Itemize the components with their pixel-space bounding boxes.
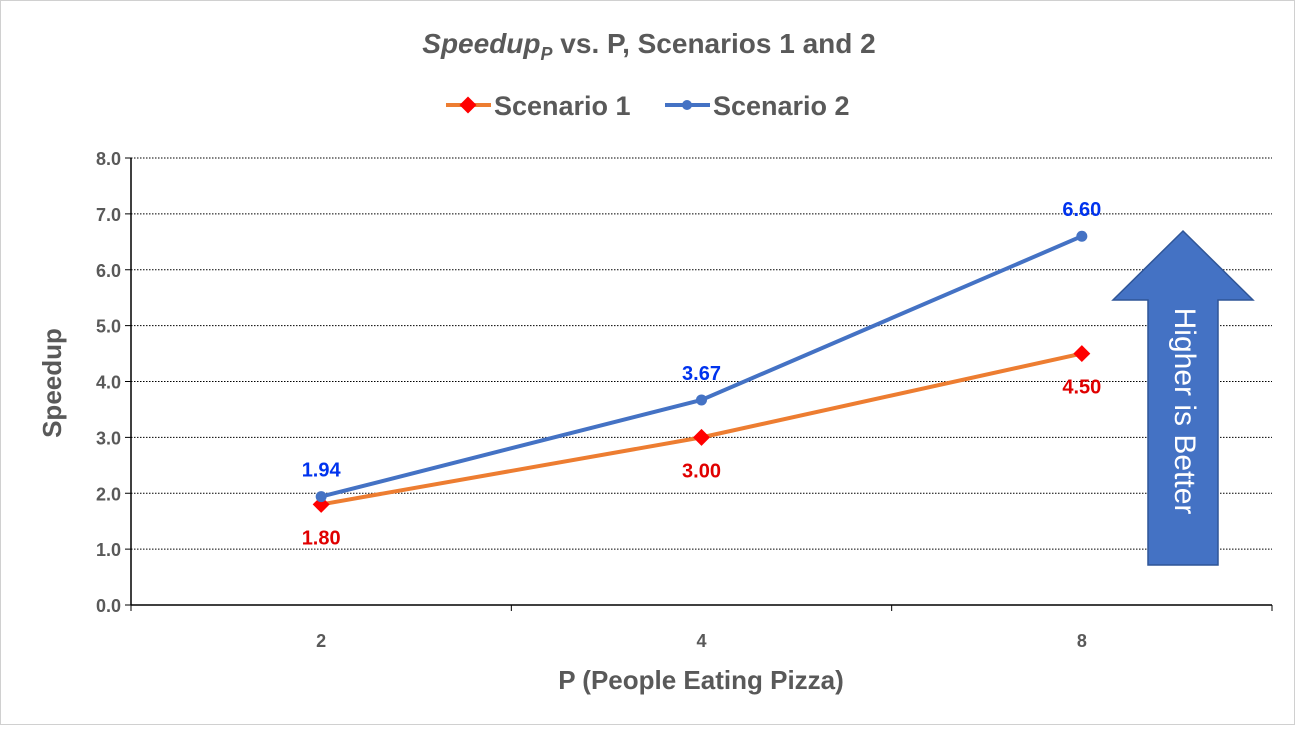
- x-tick-label: 8: [1077, 631, 1087, 651]
- y-tick-label: 0.0: [96, 596, 121, 616]
- legend: Scenario 1 Scenario 2: [446, 91, 850, 121]
- scenario-1-data-label: 1.80: [302, 527, 341, 549]
- y-tick-label: 2.0: [96, 484, 121, 504]
- y-tick-label: 8.0: [96, 149, 121, 169]
- legend-item-scenario-1: Scenario 1: [446, 91, 631, 121]
- y-tick-label: 1.0: [96, 540, 121, 560]
- legend-label-scenario-2: Scenario 2: [713, 91, 850, 121]
- y-tick-label: 4.0: [96, 373, 121, 393]
- legend-label-scenario-1: Scenario 1: [494, 91, 631, 121]
- gridlines: [131, 157, 1272, 550]
- y-tick-label: 7.0: [96, 205, 121, 225]
- scenario-2-point: [315, 491, 327, 503]
- up-arrow-shape: [1111, 229, 1255, 566]
- y-axis-title: Speedup: [37, 328, 67, 438]
- y-tick-label: 5.0: [96, 317, 121, 337]
- x-axis-title: P (People Eating Pizza): [558, 665, 844, 695]
- y-tick-label: 3.0: [96, 428, 121, 448]
- scenario-1-point: [693, 428, 710, 446]
- x-axis-ticks: 2 4 8: [130, 605, 1273, 651]
- y-tick-label: 6.0: [96, 261, 121, 281]
- legend-item-scenario-2: Scenario 2: [665, 91, 850, 121]
- scenario-2-data-label: 6.60: [1062, 199, 1101, 221]
- chart-title: SpeedupP vs. P, Scenarios 1 and 2: [422, 28, 875, 64]
- scenario-2-data-label: 3.67: [682, 363, 721, 385]
- x-tick-label: 2: [316, 631, 326, 651]
- scenario-2-point: [696, 394, 707, 406]
- scenario-1-point: [1073, 345, 1091, 363]
- scenario-2-point: [1076, 230, 1088, 242]
- scenario-1-point: [312, 495, 330, 513]
- higher-is-better-annotation: Higher is Better: [1111, 229, 1255, 566]
- y-axis-ticks: 0.0 1.0 2.0 3.0 4.0 5.0 6.0 7.0 8.0: [96, 149, 131, 616]
- data-labels: 1.80 3.00 4.50 1.94 3.67 6.60: [302, 199, 1102, 549]
- annotation-text: Higher is Better: [1168, 308, 1201, 515]
- x-tick-label: 4: [696, 631, 706, 651]
- scenario-1-data-label: 3.00: [682, 460, 721, 482]
- scenario-1-data-label: 4.50: [1062, 377, 1101, 399]
- scenario-2-data-label: 1.94: [302, 460, 342, 482]
